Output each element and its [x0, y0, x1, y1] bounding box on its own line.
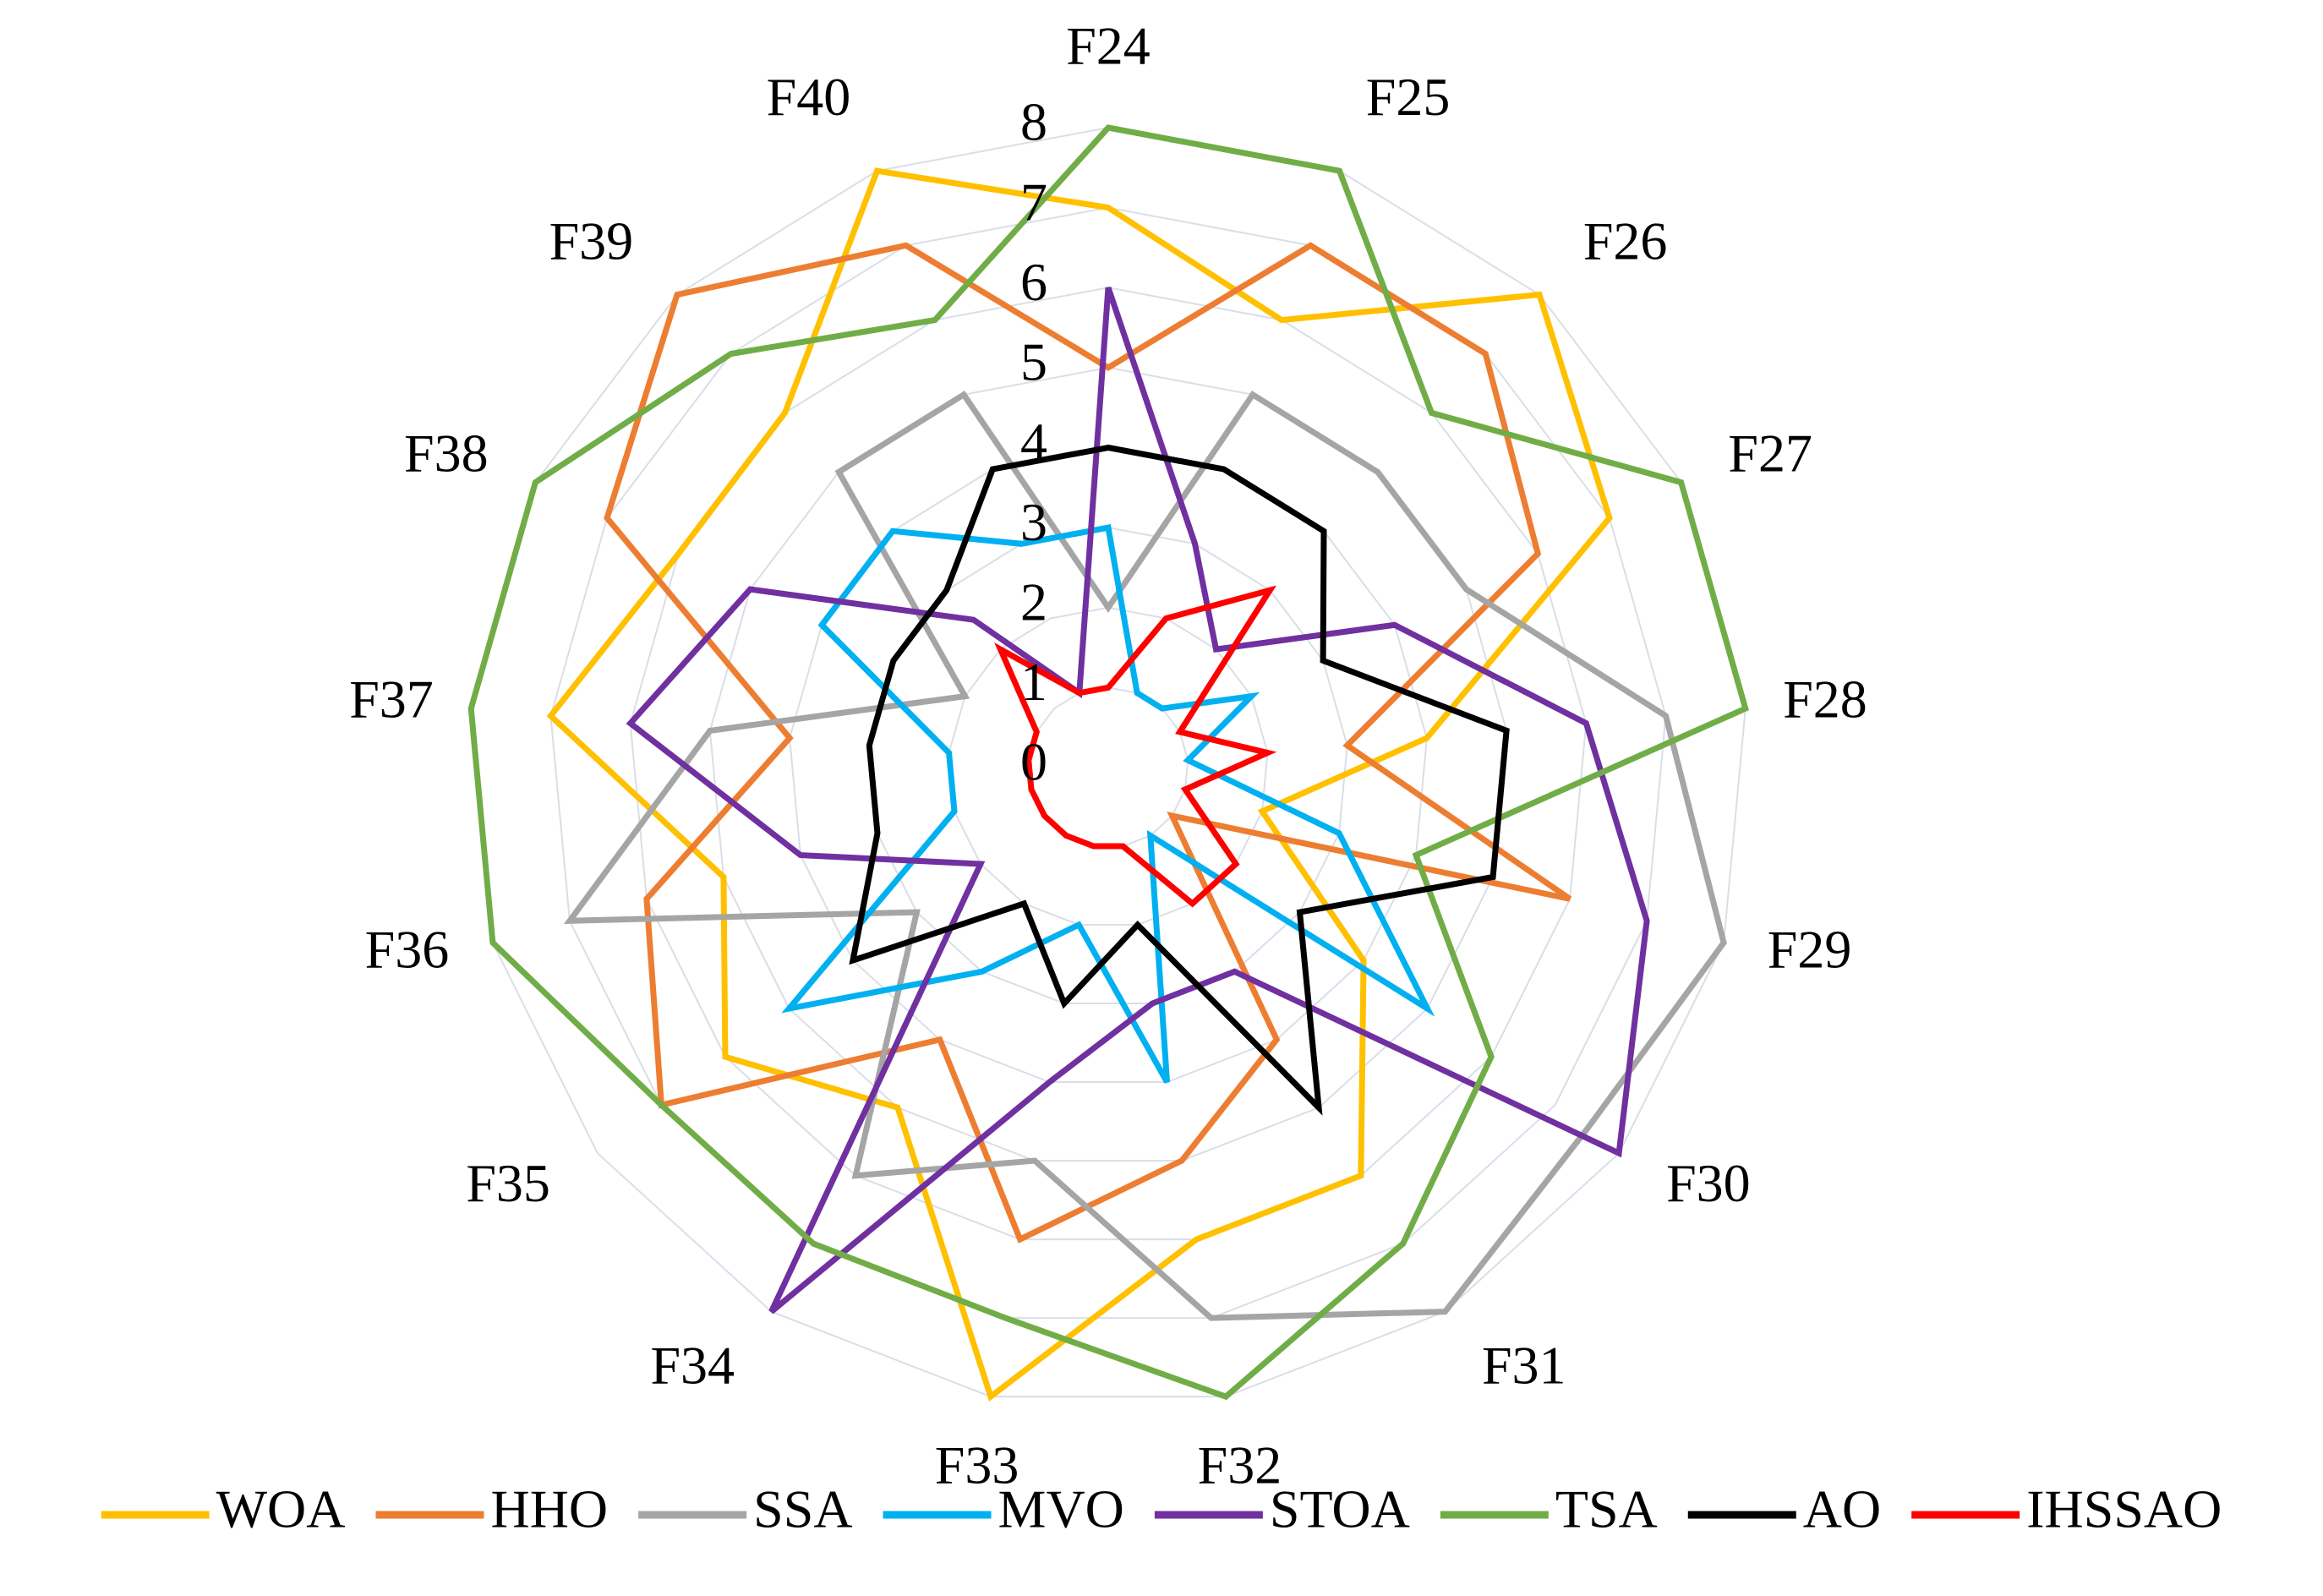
category-label: F27	[1728, 423, 1812, 483]
legend-label: STOA	[1270, 1479, 1410, 1539]
legend-label: MVO	[998, 1479, 1124, 1539]
r-tick-label: 6	[1020, 252, 1047, 312]
series-line	[467, 124, 1749, 1401]
category-label: F26	[1583, 210, 1668, 271]
grid-ring	[948, 606, 1269, 926]
category-label: F35	[466, 1153, 550, 1213]
legend-label: AO	[1803, 1479, 1881, 1539]
category-label: F28	[1783, 670, 1867, 730]
legend-label: IHSSAO	[2026, 1479, 2222, 1539]
legend-label: TSA	[1555, 1479, 1658, 1539]
category-label: F39	[549, 210, 634, 271]
legend-label: HHO	[490, 1479, 608, 1539]
grid-ring	[549, 206, 1667, 1320]
r-tick-label: 2	[1020, 571, 1047, 631]
series-line	[994, 585, 1277, 908]
series-line	[563, 391, 1727, 1321]
series-line	[781, 524, 1435, 1084]
labels-layer: 0 1 2 3 4 5 6 7 8 F24 F25 F26 F27 F28 F29 F30 F31 F32 F33 F…	[349, 16, 1867, 1495]
r-tick-label: 4	[1020, 412, 1047, 472]
category-label: F36	[365, 920, 450, 980]
category-label: F40	[767, 67, 851, 127]
legend-label: SSA	[753, 1479, 852, 1539]
category-label: F37	[349, 670, 434, 730]
category-label: F24	[1066, 16, 1151, 76]
category-label: F31	[1482, 1335, 1566, 1395]
category-label: F30	[1666, 1153, 1751, 1213]
series-line	[546, 167, 1613, 1402]
category-label: F29	[1768, 920, 1852, 980]
series-line	[626, 287, 1650, 1315]
r-tick-label: 0	[1020, 732, 1047, 792]
r-tick-label: 8	[1020, 92, 1047, 152]
series-line	[849, 444, 1510, 1116]
grid-ring	[470, 126, 1746, 1398]
r-tick-label: 3	[1020, 492, 1047, 552]
category-label: F25	[1366, 67, 1451, 127]
category-label: F34	[650, 1335, 735, 1395]
series-line	[604, 242, 1572, 1243]
r-tick-label: 1	[1020, 652, 1047, 712]
legend: WOA HHO SSA MVO STOA TSA AO IHSSAO	[101, 1479, 2222, 1539]
category-label: F32	[1198, 1435, 1282, 1495]
series-layer	[467, 124, 1749, 1402]
category-label: F38	[404, 423, 489, 483]
r-tick-label: 5	[1020, 332, 1047, 392]
category-label: F33	[935, 1435, 1019, 1495]
r-tick-label: 7	[1020, 172, 1047, 232]
legend-label: WOA	[216, 1479, 346, 1539]
